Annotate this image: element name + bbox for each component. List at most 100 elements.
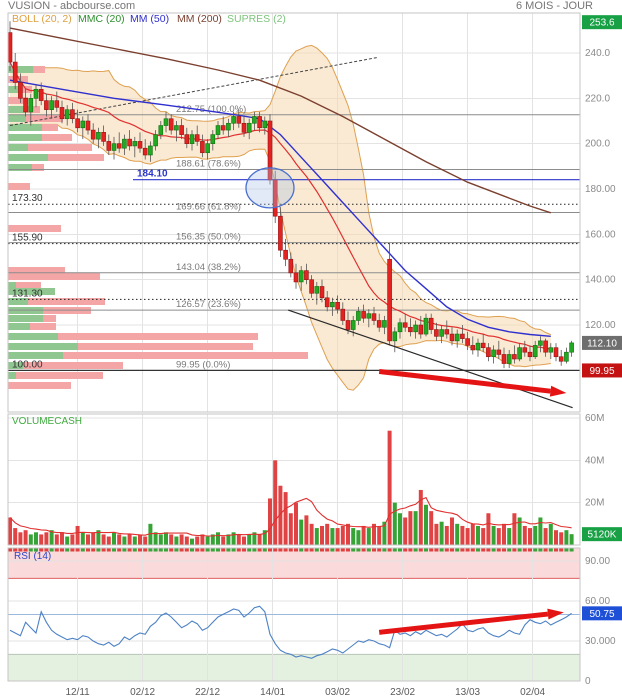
strip-tick — [278, 548, 283, 552]
volume-bar — [387, 430, 392, 545]
volume-bar — [278, 485, 283, 545]
candle — [548, 347, 554, 353]
strip-tick — [91, 548, 96, 552]
strip-tick — [476, 548, 480, 552]
fib-level-label: 212.75 (100.0%) — [176, 104, 246, 115]
volume-tick-label: 60M — [585, 413, 604, 424]
date-label: 22/12 — [195, 687, 220, 698]
volume-bar — [23, 530, 28, 545]
volume-bar — [70, 534, 75, 545]
candle — [382, 320, 387, 328]
candle — [543, 340, 548, 353]
strip-tick — [346, 548, 350, 552]
candle — [148, 145, 153, 156]
strip-tick — [221, 548, 226, 552]
strip-tick — [377, 548, 382, 552]
candle — [558, 356, 564, 362]
candle — [491, 349, 496, 358]
candle — [12, 61, 18, 83]
rsi-top-strip — [8, 548, 574, 552]
candle — [153, 134, 158, 147]
candle — [569, 342, 574, 353]
strip-tick — [231, 548, 236, 552]
fib-level-label: 99.95 (0.0%) — [176, 359, 230, 370]
candle — [7, 32, 13, 63]
strip-tick — [112, 548, 116, 552]
strip-tick — [164, 548, 168, 552]
volume-bar — [507, 528, 512, 545]
volume-profile-bar-buy — [8, 115, 26, 122]
strip-tick — [70, 548, 75, 552]
strip-tick — [242, 548, 246, 552]
volume-bar — [372, 523, 376, 545]
volume-profile-bar-sell — [63, 352, 308, 359]
strip-tick — [304, 548, 309, 552]
strip-tick — [528, 548, 532, 552]
volume-tick-label: 20M — [585, 498, 604, 509]
volume-bar — [117, 534, 122, 545]
volume-bar — [361, 525, 366, 545]
strip-tick — [96, 548, 101, 552]
strip-tick — [169, 548, 174, 552]
strip-tick — [75, 548, 80, 552]
date-label: 02/12 — [130, 687, 155, 698]
strip-tick — [257, 548, 262, 552]
strip-tick — [314, 548, 319, 552]
strip-tick — [158, 548, 163, 552]
volume-profile-bar-buy — [8, 372, 16, 379]
strip-tick — [288, 548, 293, 552]
strip-tick — [205, 548, 210, 552]
rsi-tick-label: 90.00 — [585, 556, 610, 567]
strip-tick — [387, 548, 392, 552]
volume-bar — [138, 534, 142, 545]
strip-tick — [403, 548, 408, 552]
candle — [486, 347, 491, 358]
volume-profile-bar-buy — [8, 124, 42, 131]
volume-bar — [273, 460, 278, 545]
candle — [64, 109, 70, 120]
volume-profile-bar-buy — [8, 282, 16, 289]
price-tick-label: 180.00 — [585, 184, 616, 195]
strip-tick — [34, 548, 38, 552]
strip-tick — [361, 548, 366, 552]
candle — [194, 134, 200, 142]
chart-period-selector: 6 MOIS - JOUR — [516, 0, 594, 12]
volume-bar — [127, 534, 132, 545]
volume-bar — [153, 532, 158, 545]
strip-tick — [320, 548, 324, 552]
strip-tick — [538, 548, 543, 552]
strip-tick — [559, 548, 564, 552]
volume-profile-bar-sell — [33, 66, 45, 73]
candle — [127, 138, 132, 147]
date-label: 23/02 — [390, 687, 415, 698]
volume-bar — [304, 515, 309, 545]
volume-bar — [216, 532, 220, 545]
volume-bar — [522, 525, 527, 545]
strip-tick — [340, 548, 345, 552]
legend-item-mm200: MM (200) — [177, 13, 222, 25]
volume-bar — [351, 528, 356, 545]
candle — [184, 134, 190, 144]
candle — [241, 122, 247, 133]
volume-bar — [538, 517, 543, 545]
volume-bar — [60, 532, 64, 545]
volume-bar — [309, 523, 314, 545]
volume-bar — [299, 519, 304, 545]
candles-layer — [7, 21, 574, 369]
candle — [439, 329, 444, 337]
candle — [283, 249, 288, 260]
volume-bar — [262, 530, 267, 545]
volume-bar — [554, 530, 558, 545]
candle — [267, 120, 273, 181]
volume-bar — [429, 511, 434, 545]
candle — [522, 347, 528, 353]
fib-level-label: 156.35 (50.0%) — [176, 232, 241, 243]
volume-bar — [91, 532, 96, 545]
volume-bar — [184, 536, 189, 545]
volume-profile-bar-buy — [8, 352, 63, 359]
strip-tick — [325, 548, 330, 552]
candle — [324, 297, 330, 308]
candle — [423, 317, 429, 335]
trend-arrow-up-head — [547, 608, 564, 620]
